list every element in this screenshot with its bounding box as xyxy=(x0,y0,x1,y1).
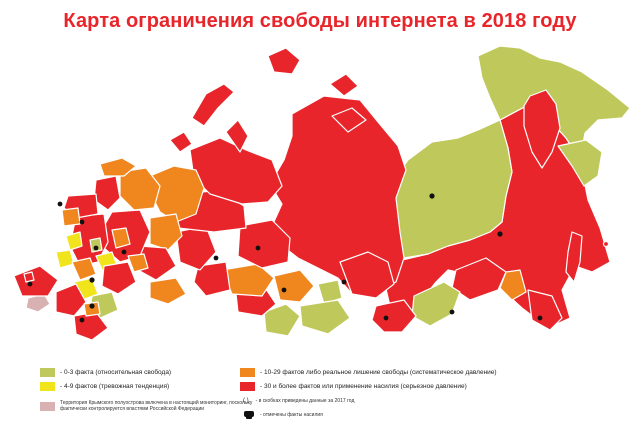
region-jewish-ao xyxy=(499,269,527,301)
fist-marker xyxy=(213,255,219,261)
fist-marker xyxy=(27,281,33,287)
legend-violence: - отмечены факты насилия xyxy=(243,410,323,419)
legend-label-partial: - 10-29 фактов либо реальное лишение сво… xyxy=(260,369,497,376)
fist-marker xyxy=(281,287,287,293)
region-tyumen xyxy=(175,225,217,271)
legend-free: - 0-3 факта (относительная свобода) xyxy=(40,368,171,377)
region-sakhalin xyxy=(565,231,583,283)
fist-marker xyxy=(93,245,99,251)
region-central-orange xyxy=(111,227,131,249)
region-new-siberian-islands xyxy=(331,107,367,133)
region-novaya-zemlya xyxy=(191,83,235,127)
region-voronezh xyxy=(71,257,97,281)
legend-serious: - 30 и более фактов или применение насил… xyxy=(240,382,467,391)
fist-marker xyxy=(89,303,95,309)
region-karelia xyxy=(93,175,121,211)
region-severnaya-zemlya xyxy=(329,73,359,97)
fist-marker xyxy=(255,245,261,251)
region-kamchatka xyxy=(523,89,561,169)
legend-label-violence: - отмечены факты насилия xyxy=(260,411,323,418)
region-kemerovo xyxy=(273,269,315,303)
region-crimea xyxy=(25,293,51,313)
region-kaliningrad-enclave xyxy=(23,271,35,283)
fist-marker xyxy=(449,309,455,315)
violence-markers xyxy=(27,193,543,323)
fist-marker xyxy=(341,279,347,285)
fist-marker xyxy=(121,249,127,255)
region-central-green xyxy=(89,237,103,253)
fist-marker xyxy=(57,201,63,207)
legend-label-crimea: Территория Крымского полуострова включен… xyxy=(60,400,253,412)
region-magadan xyxy=(557,139,603,187)
legend-parentheses: ( ) - в скобках приведены данные за 2017… xyxy=(243,398,354,404)
region-kaliningrad xyxy=(13,265,59,297)
fist-marker xyxy=(383,315,389,321)
legend-crimea: Территория Крымского полуострова включен… xyxy=(40,400,280,412)
region-kursk-yellow xyxy=(55,249,75,269)
region-murmansk xyxy=(99,157,137,177)
legend-label-free: - 0-3 факта (относительная свобода) xyxy=(60,369,172,376)
region-orenburg xyxy=(149,277,187,305)
page-title: Карта ограничения свободы интернета в 20… xyxy=(63,10,577,32)
legend-swatch-warning xyxy=(40,382,55,391)
region-krasnodar xyxy=(55,283,87,317)
region-buryatia xyxy=(371,299,417,333)
region-yamal-peninsula xyxy=(225,119,249,153)
region-altai-rep xyxy=(263,303,301,337)
region-north-islands xyxy=(169,131,193,153)
region-tuva xyxy=(299,299,351,335)
region-samara xyxy=(127,253,149,273)
region-franz-josef xyxy=(267,47,301,75)
legend-partial: - 10-29 фактов либо реальное лишение сво… xyxy=(240,368,497,377)
legend-label-serious: - 30 и более фактов или применение насил… xyxy=(260,383,467,390)
fist-marker xyxy=(79,219,85,225)
legend-label-parentheses: - в скобках приведены данные за 2017 год xyxy=(255,398,355,404)
legend-swatch-serious xyxy=(240,382,255,391)
region-saratov xyxy=(101,261,137,295)
fist-icon xyxy=(244,411,254,419)
region-west-yellow xyxy=(65,231,83,251)
region-leningrad xyxy=(61,207,81,227)
region-tomsk xyxy=(237,219,291,269)
fist-marker xyxy=(429,193,435,199)
fist-marker xyxy=(89,277,95,283)
legend-swatch-free xyxy=(40,368,55,377)
region-irkutsk xyxy=(339,251,395,299)
legend-warning: - 4-9 фактов (тревожная тенденция) xyxy=(40,382,169,391)
legend-swatch-crimea xyxy=(40,401,55,411)
region-kurils xyxy=(602,240,610,248)
russia-map xyxy=(13,45,631,341)
fist-marker xyxy=(79,317,85,323)
fist-marker xyxy=(497,231,503,237)
parentheses-symbol: ( ) xyxy=(243,398,249,404)
legend-label-warning: - 4-9 фактов (тревожная тенденция) xyxy=(60,383,170,390)
region-stavropol xyxy=(83,301,101,317)
region-khakassia xyxy=(317,279,343,305)
region-sverdlovsk xyxy=(149,213,183,251)
fist-marker xyxy=(537,315,543,321)
legend-swatch-partial xyxy=(240,368,255,377)
region-primorye xyxy=(527,289,563,331)
region-omsk xyxy=(193,261,231,297)
